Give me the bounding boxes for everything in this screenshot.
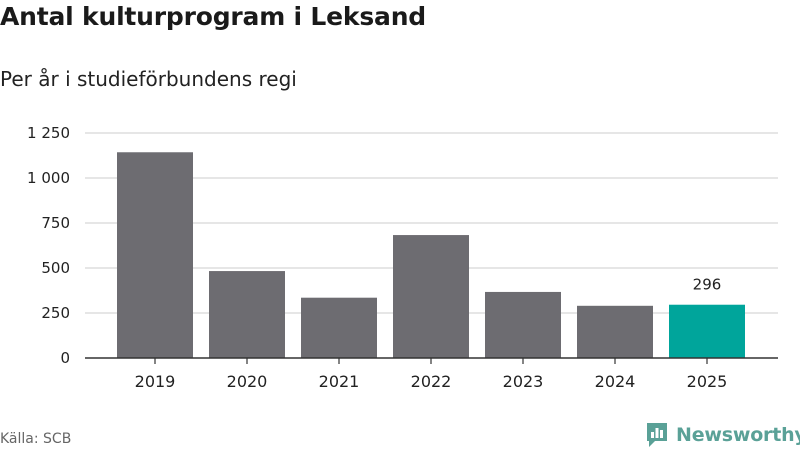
bar-2023	[485, 291, 561, 358]
x-tick-label: 2024	[595, 372, 636, 391]
x-tick-label: 2023	[503, 372, 544, 391]
x-tick-label: 2020	[227, 372, 268, 391]
brand-name: Newsworthy	[676, 424, 800, 446]
y-tick-label: 0	[60, 349, 70, 367]
x-tick-label: 2021	[319, 372, 360, 391]
data-label: 296	[693, 276, 722, 294]
y-tick-label: 250	[41, 304, 70, 322]
chart-subtitle: Per år i studieförbundens regi	[0, 67, 297, 91]
bar-2025	[669, 304, 745, 358]
x-tick-label: 2022	[411, 372, 452, 391]
y-tick-label: 1 000	[27, 169, 70, 187]
x-tick-label: 2019	[135, 372, 176, 391]
newsworthy-logo-icon	[647, 423, 667, 447]
bar-2024	[577, 305, 653, 358]
x-tick-label: 2025	[687, 372, 728, 391]
bar-2021	[301, 297, 377, 358]
brand-logo: Newsworthy	[645, 420, 800, 450]
bar-2022	[393, 235, 469, 358]
y-tick-label: 750	[41, 214, 70, 232]
bar-2019	[117, 152, 193, 358]
y-tick-label: 500	[41, 259, 70, 277]
y-tick-label: 1 250	[27, 124, 70, 142]
source-note: Källa: SCB	[0, 431, 72, 447]
chart-title: Antal kulturprogram i Leksand	[0, 2, 426, 31]
bar-2020	[209, 271, 285, 358]
